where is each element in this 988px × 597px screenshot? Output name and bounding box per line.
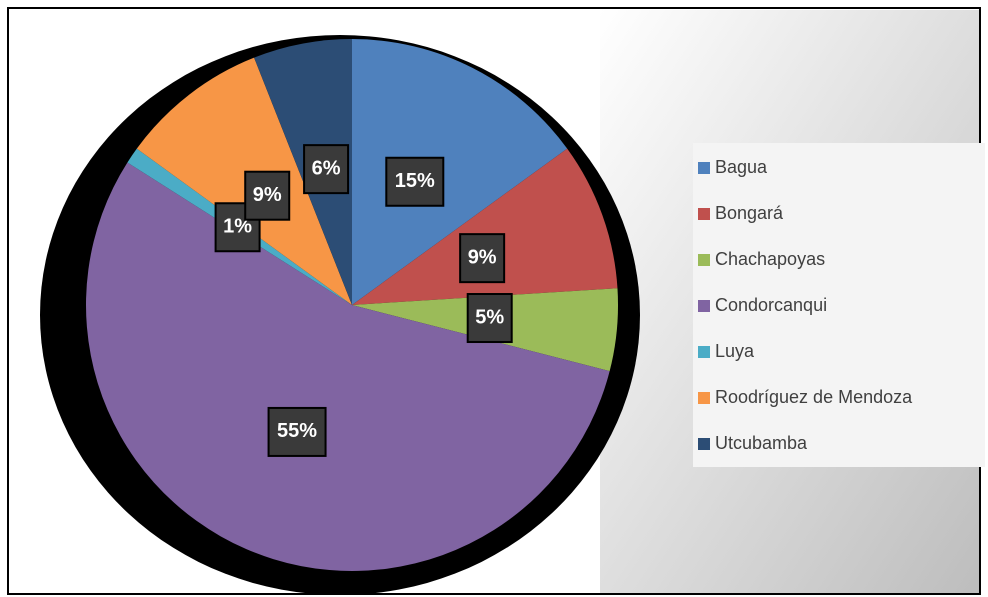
pie-slice [254, 39, 352, 305]
data-label: 15% [395, 170, 435, 192]
legend-swatch [698, 346, 710, 358]
legend-swatch [698, 254, 710, 266]
legend-label: Chachapoyas [715, 249, 825, 269]
legend-swatch [698, 162, 710, 174]
legend-label: Roodríguez de Mendoza [715, 387, 913, 407]
legend-label: Utcubamba [715, 433, 808, 453]
pie-slice [352, 39, 568, 305]
data-label-box [267, 406, 327, 457]
data-label-box [303, 144, 350, 195]
data-label-box [244, 170, 291, 221]
legend-swatch [698, 438, 710, 450]
legend-swatch [698, 300, 710, 312]
data-label: 9% [468, 246, 497, 268]
legend-label: Bagua [715, 157, 768, 177]
data-label-box [466, 293, 513, 344]
data-label-box [385, 156, 445, 207]
data-label: 6% [312, 157, 341, 179]
legend-swatch [698, 392, 710, 404]
pie-slice [352, 148, 618, 305]
legend-label: Condorcanqui [715, 295, 827, 315]
legend-label: Luya [715, 341, 755, 361]
data-label: 1% [223, 216, 252, 238]
legend-box [693, 143, 985, 467]
data-label: 9% [253, 184, 282, 206]
data-label-box [459, 233, 506, 284]
legend-label: Bongará [715, 203, 784, 223]
data-label: 55% [277, 420, 317, 442]
pie-slice [86, 162, 610, 571]
legend-swatch [698, 208, 710, 220]
data-label: 5% [475, 306, 504, 328]
